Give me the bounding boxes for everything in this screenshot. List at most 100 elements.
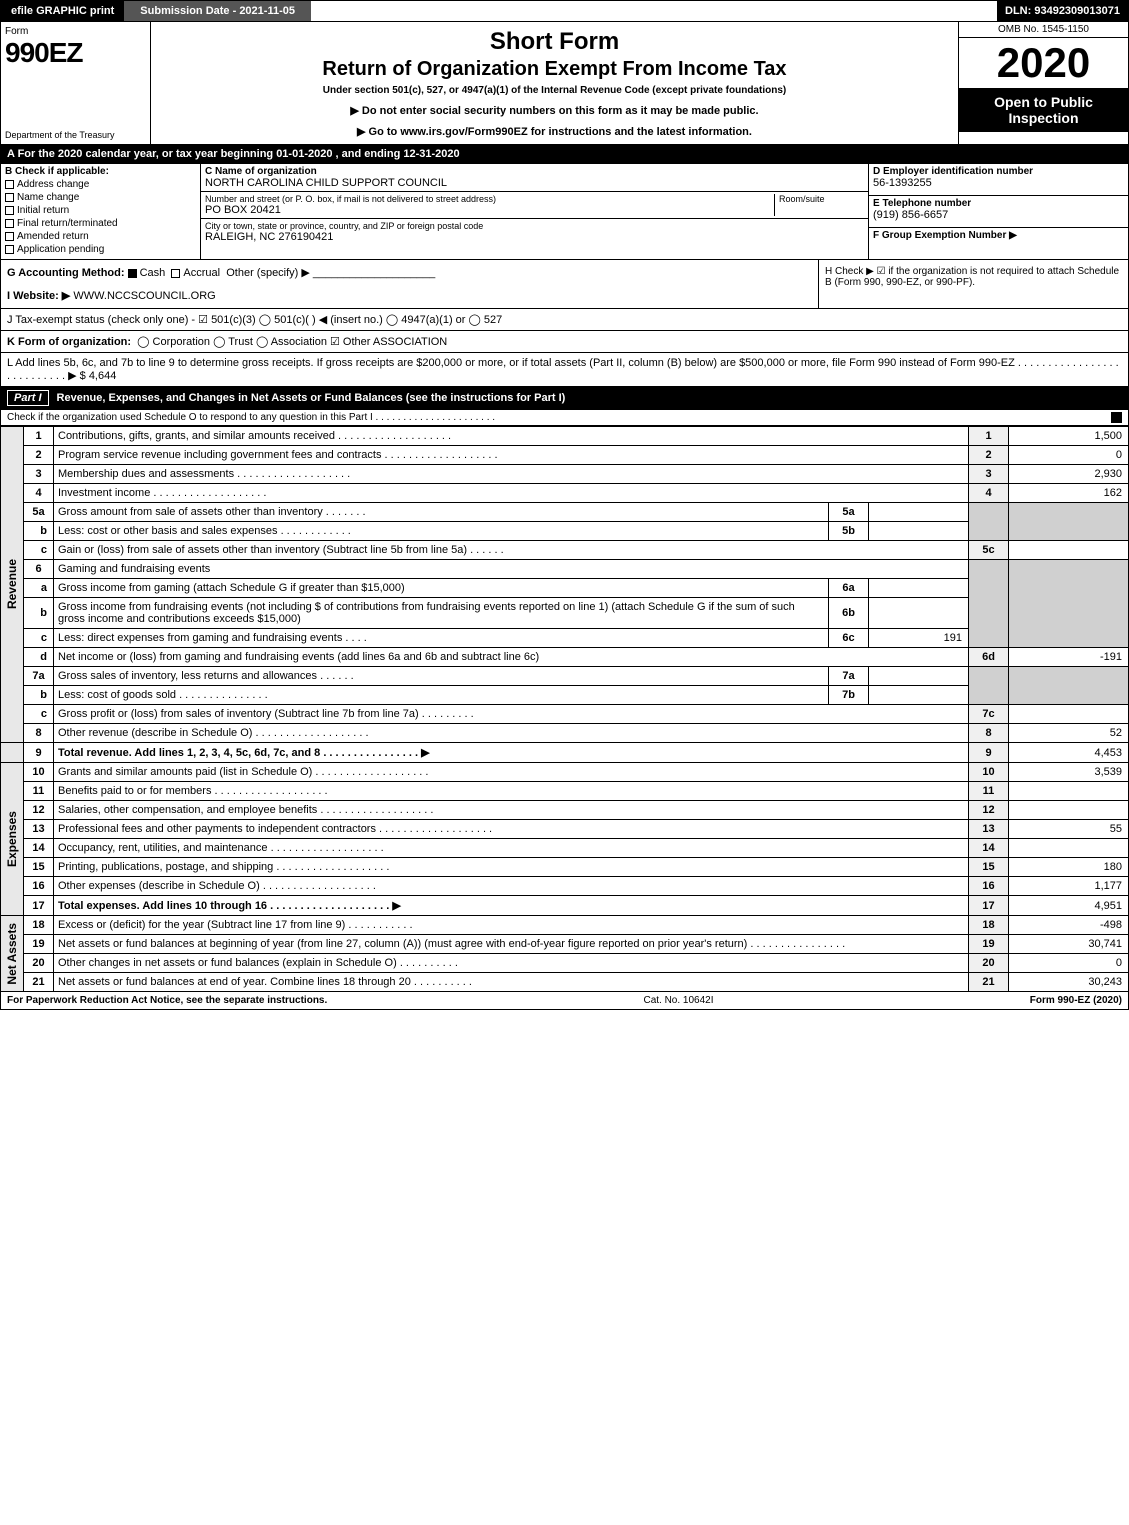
line-num: b: [24, 686, 54, 705]
line-text: Other expenses (describe in Schedule O): [54, 877, 969, 896]
line-text: Salaries, other compensation, and employ…: [54, 801, 969, 820]
chk-cash[interactable]: [128, 269, 137, 278]
line-num: 9: [24, 743, 54, 763]
part1-sub-text: Check if the organization used Schedule …: [7, 412, 495, 423]
line-text: Net assets or fund balances at beginning…: [54, 935, 969, 954]
other-label: Other (specify) ▶: [226, 267, 310, 279]
line-text: Net income or (loss) from gaming and fun…: [54, 648, 969, 667]
line-box: 15: [969, 858, 1009, 877]
table-row: c Gain or (loss) from sale of assets oth…: [1, 541, 1129, 560]
line-num: 3: [24, 465, 54, 484]
chk-name-change[interactable]: Name change: [5, 192, 196, 203]
table-row: b Less: cost or other basis and sales ex…: [1, 522, 1129, 541]
phone-value: (919) 856-6657: [873, 209, 1124, 221]
table-row: 8 Other revenue (describe in Schedule O)…: [1, 724, 1129, 743]
inner-box: 7a: [829, 667, 869, 686]
line-box: 17: [969, 896, 1009, 916]
line-num: 10: [24, 763, 54, 782]
goto-line[interactable]: ▶ Go to www.irs.gov/Form990EZ for instru…: [157, 125, 952, 138]
table-row: 6 Gaming and fundraising events: [1, 560, 1129, 579]
line-text: Grants and similar amounts paid (list in…: [54, 763, 969, 782]
d-label: D Employer identification number: [873, 166, 1124, 177]
line-text: Gross income from fundraising events (no…: [54, 598, 829, 629]
line-l: L Add lines 5b, 6c, and 7b to line 9 to …: [0, 353, 1129, 387]
chk-amended-return[interactable]: Amended return: [5, 231, 196, 242]
shaded-cell: [969, 503, 1009, 541]
inner-amount: [869, 522, 969, 541]
line-text: Total revenue. Add lines 1, 2, 3, 4, 5c,…: [54, 743, 969, 763]
inner-amount: [869, 503, 969, 522]
line-num: 1: [24, 427, 54, 446]
website-value[interactable]: WWW.NCCSCOUNCIL.ORG: [73, 290, 215, 302]
line-amount: [1009, 839, 1129, 858]
chk-label: Name change: [17, 192, 79, 203]
line-num: 15: [24, 858, 54, 877]
footer-right: Form 990-EZ (2020): [1030, 995, 1122, 1006]
line-text: Gross profit or (loss) from sales of inv…: [54, 705, 969, 724]
chk-final-return[interactable]: Final return/terminated: [5, 218, 196, 229]
table-row: 19 Net assets or fund balances at beginn…: [1, 935, 1129, 954]
goto-text[interactable]: ▶ Go to www.irs.gov/Form990EZ for instru…: [357, 126, 752, 138]
line-text: Excess or (deficit) for the year (Subtra…: [54, 916, 969, 935]
line-amount: 162: [1009, 484, 1129, 503]
line-text: Gain or (loss) from sale of assets other…: [54, 541, 969, 560]
line-k: K Form of organization: ◯ Corporation ◯ …: [0, 331, 1129, 353]
submission-date: Submission Date - 2021-11-05: [124, 1, 311, 21]
chk-address-change[interactable]: Address change: [5, 179, 196, 190]
col-cde: C Name of organization NORTH CAROLINA CH…: [201, 164, 868, 259]
shaded-cell: [969, 560, 1009, 648]
shaded-cell: [969, 667, 1009, 705]
header-center: Short Form Return of Organization Exempt…: [151, 22, 958, 144]
org-name: NORTH CAROLINA CHILD SUPPORT COUNCIL: [205, 177, 864, 189]
return-title: Return of Organization Exempt From Incom…: [157, 58, 952, 81]
line-text: Membership dues and assessments: [54, 465, 969, 484]
line-amount: [1009, 801, 1129, 820]
line-text: Gross amount from sale of assets other t…: [54, 503, 829, 522]
table-row: 4 Investment income 4 162: [1, 484, 1129, 503]
chk-initial-return[interactable]: Initial return: [5, 205, 196, 216]
chk-label: Final return/terminated: [17, 218, 118, 229]
line-box: 20: [969, 954, 1009, 973]
k-options: ◯ Corporation ◯ Trust ◯ Association ☑ Ot…: [137, 336, 447, 348]
line-box: 2: [969, 446, 1009, 465]
inner-box: 6a: [829, 579, 869, 598]
line-text: Other changes in net assets or fund bala…: [54, 954, 969, 973]
line-amount: 4,951: [1009, 896, 1129, 916]
chk-label: Application pending: [17, 244, 104, 255]
line-j: J Tax-exempt status (check only one) - ☑…: [0, 309, 1129, 331]
part1-title: Revenue, Expenses, and Changes in Net As…: [57, 392, 566, 404]
form-number: 990EZ: [5, 37, 146, 69]
cell-address: Number and street (or P. O. box, if mail…: [201, 192, 868, 219]
line-text: Gross sales of inventory, less returns a…: [54, 667, 829, 686]
line-num: b: [24, 522, 54, 541]
line-box: 9: [969, 743, 1009, 763]
chk-application-pending[interactable]: Application pending: [5, 244, 196, 255]
omb-number: OMB No. 1545-1150: [959, 22, 1128, 38]
h-right: H Check ▶ ☑ if the organization is not r…: [818, 260, 1128, 308]
line-text: Occupancy, rent, utilities, and maintena…: [54, 839, 969, 858]
line-num: 2: [24, 446, 54, 465]
efile-label[interactable]: efile GRAPHIC print: [1, 1, 124, 21]
line-box: 3: [969, 465, 1009, 484]
inner-amount: [869, 598, 969, 629]
table-row: 12 Salaries, other compensation, and emp…: [1, 801, 1129, 820]
accrual-label: Accrual: [183, 267, 220, 279]
line-box: 8: [969, 724, 1009, 743]
footer-left: For Paperwork Reduction Act Notice, see …: [7, 995, 327, 1006]
inner-box: 6b: [829, 598, 869, 629]
inner-amount: [869, 686, 969, 705]
cell-c: C Name of organization NORTH CAROLINA CH…: [201, 164, 868, 192]
chk-accrual[interactable]: [171, 269, 180, 278]
inner-amount: 191: [869, 629, 969, 648]
table-row: Revenue 1 Contributions, gifts, grants, …: [1, 427, 1129, 446]
cell-f: F Group Exemption Number ▶: [869, 228, 1128, 259]
addr-value: PO BOX 20421: [205, 204, 774, 216]
part1-schedule-o-checkbox[interactable]: [1111, 412, 1122, 423]
sidebar-revenue: Revenue: [1, 427, 24, 743]
line-num: b: [24, 598, 54, 629]
table-row: 20 Other changes in net assets or fund b…: [1, 954, 1129, 973]
line-box: 16: [969, 877, 1009, 896]
line-amount: [1009, 705, 1129, 724]
inner-box: 5b: [829, 522, 869, 541]
line-box: 18: [969, 916, 1009, 935]
